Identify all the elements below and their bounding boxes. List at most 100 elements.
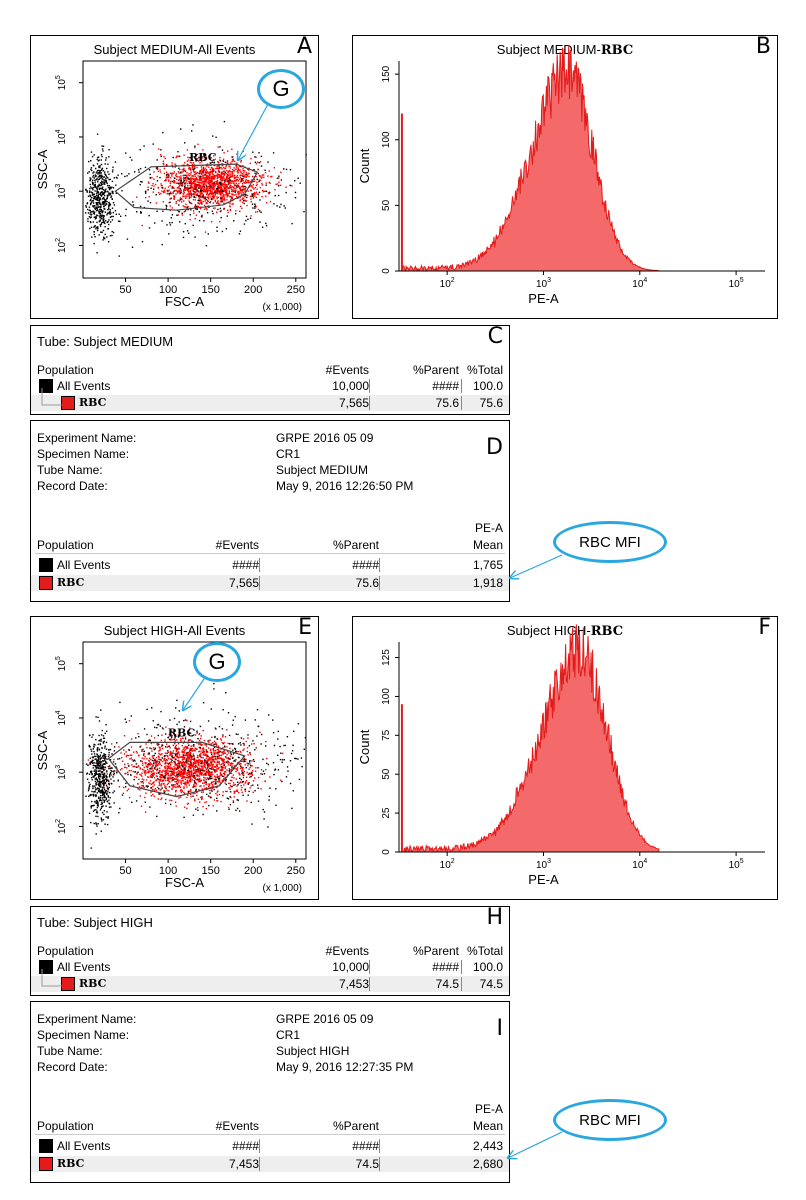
- event-dot: [108, 783, 110, 786]
- event-dot: [187, 174, 189, 176]
- event-dot: [215, 136, 217, 138]
- event-dot: [210, 763, 212, 766]
- event-dot: [119, 807, 121, 810]
- event-dot: [106, 786, 108, 788]
- event-dot: [178, 176, 181, 178]
- event-dot: [100, 790, 103, 793]
- event-dot: [209, 739, 211, 741]
- event-dot: [89, 194, 91, 196]
- event-dot: [228, 734, 231, 737]
- event-dot: [156, 210, 158, 212]
- event-dot: [141, 224, 143, 227]
- event-dot: [95, 199, 98, 201]
- event-dot: [95, 195, 98, 197]
- event-dot: [151, 766, 153, 768]
- event-dot: [153, 748, 155, 751]
- event-dot: [172, 739, 174, 741]
- event-dot: [144, 774, 147, 776]
- event-dot: [103, 793, 105, 795]
- panel-letter: E: [298, 616, 312, 640]
- event-dot: [244, 185, 247, 188]
- event-dot: [109, 767, 112, 770]
- event-dot: [187, 766, 190, 768]
- event-dot: [240, 189, 243, 191]
- event-dot: [141, 780, 144, 783]
- event-dot: [201, 772, 204, 774]
- event-dot: [240, 766, 243, 768]
- event-dot: [143, 145, 145, 147]
- event-dot: [188, 773, 190, 775]
- event-dot: [162, 160, 165, 162]
- event-dot: [224, 767, 226, 770]
- event-dot: [231, 193, 233, 195]
- event-dot: [157, 763, 160, 765]
- event-dot: [125, 751, 127, 753]
- event-dot: [125, 152, 127, 154]
- event-dot: [242, 760, 244, 762]
- event-dot: [170, 773, 172, 775]
- event-dot: [93, 197, 96, 200]
- event-dot: [212, 159, 215, 161]
- event-dot: [106, 792, 108, 795]
- event-dot: [194, 183, 196, 185]
- event-dot: [143, 766, 145, 769]
- event-dot: [169, 198, 171, 200]
- event-dot: [189, 190, 191, 192]
- event-dot: [217, 191, 220, 193]
- event-dot: [251, 774, 254, 776]
- event-dot: [188, 197, 191, 200]
- event-dot: [246, 762, 248, 764]
- event-dot: [86, 203, 88, 205]
- event-dot: [260, 788, 262, 790]
- event-dot: [157, 755, 160, 757]
- event-dot: [231, 724, 234, 726]
- event-dot: [92, 795, 95, 797]
- event-dot: [193, 171, 195, 173]
- event-dot: [193, 780, 195, 782]
- event-dot: [210, 177, 213, 179]
- event-dot: [172, 752, 175, 754]
- event-dot: [208, 176, 210, 178]
- event-dot: [274, 189, 276, 191]
- event-dot: [170, 803, 172, 806]
- event-dot: [251, 773, 253, 775]
- event-dot: [102, 791, 104, 793]
- event-dot: [100, 210, 103, 212]
- event-dot: [94, 216, 96, 218]
- event-dot: [241, 207, 243, 210]
- event-dot: [245, 171, 247, 174]
- event-dot: [134, 771, 136, 773]
- event-dot: [179, 786, 182, 789]
- event-dot: [221, 759, 223, 761]
- event-dot: [91, 181, 94, 183]
- event-dot: [164, 776, 166, 779]
- parent-value: 75.6: [355, 576, 379, 590]
- event-dot: [105, 177, 107, 180]
- event-dot: [106, 167, 108, 170]
- event-dot: [183, 726, 186, 728]
- event-dot: [207, 196, 209, 198]
- event-dot: [206, 193, 208, 196]
- event-dot: [240, 193, 243, 195]
- event-dot: [180, 756, 182, 758]
- event-dot: [221, 197, 223, 199]
- event-dot: [99, 219, 101, 221]
- event-dot: [234, 160, 236, 163]
- event-dot: [220, 195, 222, 197]
- event-dot: [140, 805, 143, 807]
- event-dot: [204, 177, 206, 179]
- event-dot: [193, 173, 196, 176]
- event-dot: [206, 755, 208, 757]
- event-dot: [226, 746, 228, 748]
- event-dot: [160, 149, 162, 151]
- event-dot: [98, 234, 100, 236]
- event-dot: [189, 182, 191, 185]
- event-dot: [175, 768, 177, 770]
- event-dot: [248, 772, 251, 774]
- event-dot: [189, 187, 191, 189]
- event-dot: [283, 205, 285, 207]
- x-tick-label: 105: [729, 277, 744, 290]
- event-dot: [119, 769, 122, 771]
- divider: [379, 576, 380, 590]
